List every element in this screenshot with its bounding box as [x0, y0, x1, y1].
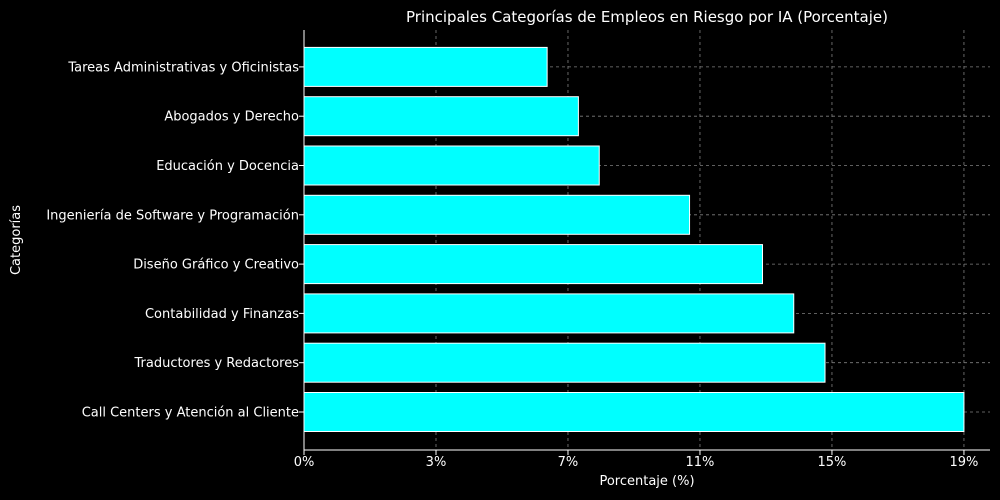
y-tick-label: Diseño Gráfico y Creativo [133, 258, 299, 273]
y-tick-label: Traductores y Redactores [133, 356, 299, 371]
x-tick-label: 15% [818, 455, 847, 470]
y-tick-label: Ingeniería de Software y Programación [46, 208, 299, 223]
y-tick-label: Contabilidad y Finanzas [145, 307, 299, 322]
y-tick-label: Abogados y Derecho [164, 110, 299, 125]
chart-title: Principales Categorías de Empleos en Rie… [406, 8, 888, 26]
y-tick-label: Educación y Docencia [156, 159, 299, 174]
bar [303, 46, 548, 87]
x-tick-label: 7% [558, 455, 579, 470]
y-axis-label: Categorías [9, 205, 24, 275]
x-axis-label: Porcentaje (%) [599, 474, 694, 489]
x-tick-label: 0% [294, 455, 315, 470]
bars [303, 46, 965, 432]
axes: 0% 3% 7% 11% 15% 19% Call Centers y Atención a… [46, 30, 990, 470]
bar [303, 96, 579, 137]
bar [303, 194, 691, 235]
y-tick-label: Tareas Administrativas y Oficinistas [67, 60, 299, 75]
x-tick-label: 3% [426, 455, 447, 470]
bar [303, 293, 795, 334]
y-tick-label: Call Centers y Atención al Cliente [82, 406, 299, 421]
bar [303, 145, 600, 186]
bar [303, 392, 965, 432]
bar [303, 244, 763, 285]
bar [303, 342, 826, 383]
x-tick-label: 11% [686, 455, 715, 470]
x-tick-label: 19% [949, 455, 978, 470]
